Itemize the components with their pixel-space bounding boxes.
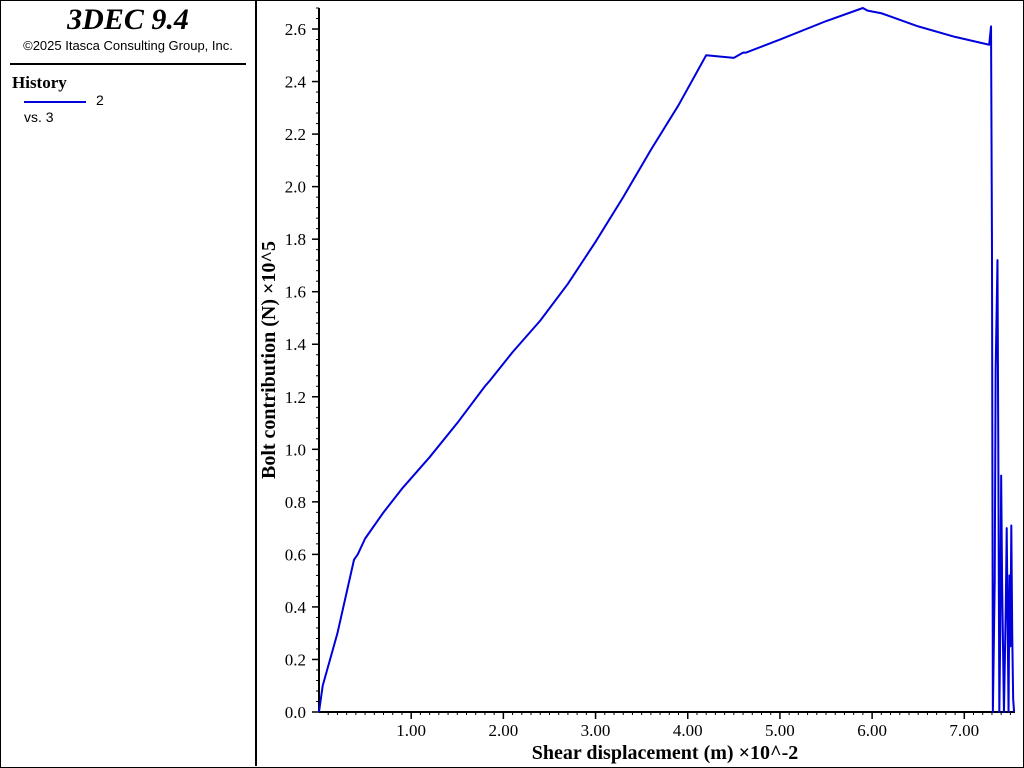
y-tick-label: 1.8 — [285, 230, 306, 249]
copyright-text: ©2025 Itasca Consulting Group, Inc. — [23, 38, 233, 53]
y-tick-label: 1.4 — [285, 335, 307, 354]
y-tick-label: 0.8 — [285, 493, 306, 512]
y-tick-label: 1.6 — [285, 283, 306, 302]
y-axis-title: Bolt contribution (N) ×10^5 — [258, 241, 280, 479]
app-title: 3DEC 9.4 — [67, 3, 189, 36]
y-tick-label: 1.0 — [285, 440, 306, 459]
x-tick-label: 3.00 — [581, 721, 611, 740]
y-tick-label: 1.2 — [285, 388, 306, 407]
legend-series-swatch — [24, 101, 86, 103]
y-tick-label: 0.4 — [285, 598, 307, 617]
history-heading: History — [12, 73, 67, 92]
x-tick-label: 2.00 — [488, 721, 518, 740]
x-tick-label: 7.00 — [949, 721, 979, 740]
legend-panel: 3DEC 9.4 ©2025 Itasca Consulting Group, … — [1, 1, 257, 766]
y-tick-label: 0.2 — [285, 650, 306, 669]
x-tick-label: 6.00 — [857, 721, 887, 740]
x-tick-label: 5.00 — [765, 721, 795, 740]
y-tick-label: 0.6 — [285, 545, 306, 564]
x-tick-label: 1.00 — [396, 721, 426, 740]
x-axis-title: Shear displacement (m) ×10^-2 — [532, 742, 799, 764]
legend-series-vs: vs. 3 — [24, 109, 54, 125]
y-tick-label: 0.0 — [285, 703, 306, 722]
series-line-1 — [318, 7, 1016, 713]
legend-series-id: 2 — [96, 92, 104, 108]
x-tick-label: 4.00 — [673, 721, 703, 740]
y-tick-label: 2.2 — [285, 125, 306, 144]
y-tick-label: 2.4 — [285, 73, 307, 92]
y-tick-label: 2.6 — [285, 20, 306, 39]
y-tick-label: 2.0 — [285, 178, 306, 197]
legend-divider — [10, 63, 246, 65]
